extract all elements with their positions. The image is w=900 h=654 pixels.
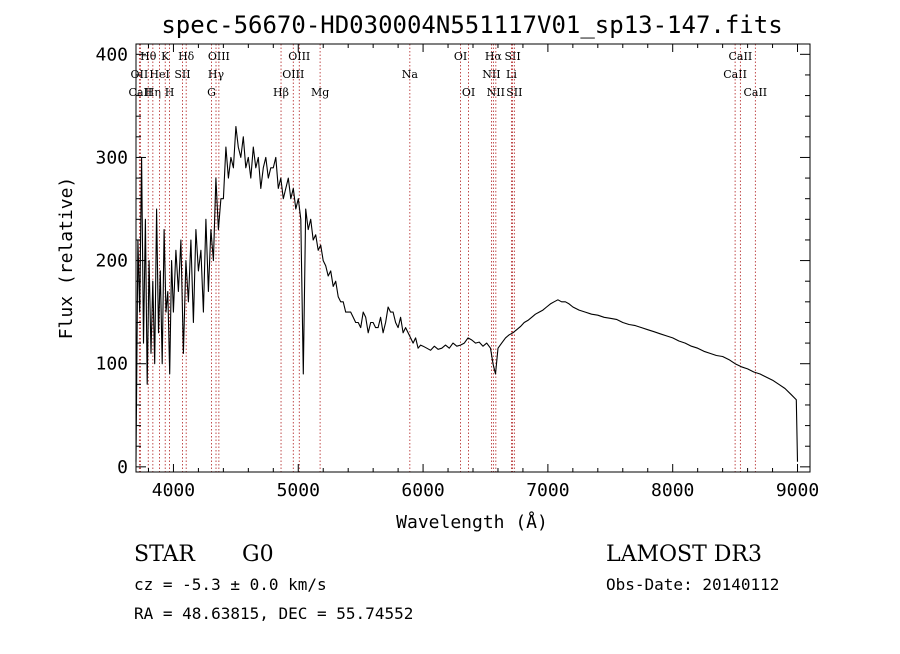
y-tick-label: 0: [117, 457, 128, 478]
x-tick-label: 9000: [776, 480, 819, 501]
line-marker-label: OIII: [208, 50, 230, 63]
plot-frame: [135, 43, 811, 473]
object-subclass: G0: [242, 542, 274, 567]
line-marker-label: NII: [482, 68, 500, 81]
x-axis-ticks: 4000 5000 6000 7000 8000 9000: [147, 44, 819, 501]
y-tick-label: 200: [95, 251, 128, 272]
y-tick-label: 300: [95, 147, 128, 168]
line-marker-label: K: [161, 50, 170, 63]
spectral-line-markers: OIICaIIHθHηHeIKHSIIHδGHγOIIIHβOIIIOIIIMg…: [129, 44, 767, 472]
x-tick-label: 6000: [401, 480, 444, 501]
line-marker-label: Hα: [485, 50, 503, 63]
line-marker-label: OIII: [282, 68, 304, 81]
line-marker-label: Hη: [145, 86, 161, 99]
x-axis-label: Wavelength (Å): [396, 511, 548, 533]
line-marker-label: SII: [506, 86, 522, 99]
line-marker-label: Hβ: [273, 86, 289, 99]
coordinates: RA = 48.63815, DEC = 55.74552: [134, 604, 413, 623]
line-marker-label: Na: [402, 68, 419, 81]
line-marker-label: G: [207, 86, 216, 99]
survey-name: LAMOST DR3: [606, 542, 762, 567]
y-tick-label: 400: [95, 44, 128, 65]
line-marker-label: NII: [487, 86, 505, 99]
redshift-readout: cz = -5.3 ± 0.0 km/s: [134, 575, 327, 594]
x-tick-label: 8000: [651, 480, 694, 501]
y-axis-ticks: 0 100 200 300 400: [95, 44, 810, 478]
line-marker-label: Hγ: [208, 68, 225, 81]
line-marker-label: Hθ: [140, 50, 157, 63]
line-marker-label: Mg: [311, 86, 329, 99]
line-marker-label: OIII: [288, 50, 310, 63]
line-marker-label: SII: [504, 50, 520, 63]
line-marker-label: SII: [174, 68, 190, 81]
line-marker-label: H: [165, 86, 175, 99]
y-tick-label: 100: [95, 354, 128, 375]
line-marker-label: Li: [506, 68, 517, 81]
object-class: STAR: [134, 542, 196, 567]
line-marker-label: CaII: [743, 86, 767, 99]
line-marker-label: CaII: [729, 50, 753, 63]
x-tick-label: 7000: [526, 480, 569, 501]
spectrum-line: [135, 125, 799, 462]
obs-date: Obs-Date: 20140112: [606, 575, 779, 594]
series-layer: [135, 125, 799, 462]
y-axis-label: Flux (relative): [56, 177, 77, 340]
x-tick-label: 5000: [277, 480, 320, 501]
line-marker-label: OI: [462, 86, 475, 99]
chart-title: spec-56670-HD030004N551117V01_sp13-147.f…: [161, 11, 782, 39]
line-marker-label: Hδ: [178, 50, 195, 63]
line-marker-label: CaII: [723, 68, 747, 81]
x-tick-label: 4000: [152, 480, 195, 501]
line-marker-label: OI: [454, 50, 467, 63]
line-marker-label: HeI: [149, 68, 169, 81]
line-marker-label: CaII: [129, 86, 153, 99]
